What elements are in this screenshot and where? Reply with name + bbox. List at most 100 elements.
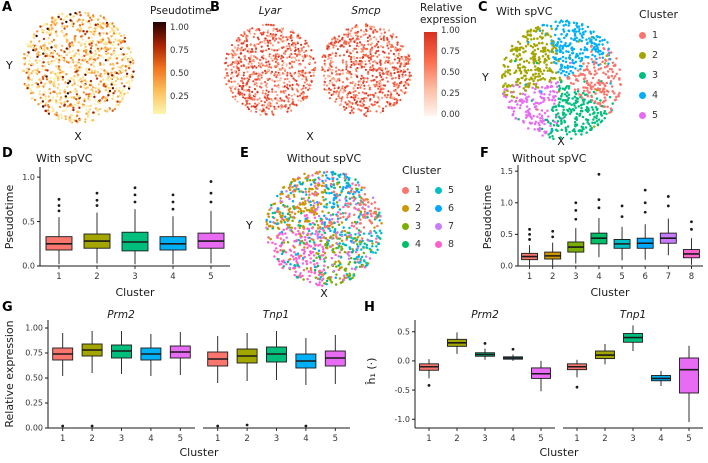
svg-text:5: 5 [686,434,691,444]
panel-d-x-axis-label: Cluster [115,286,155,299]
panel-b-expression-scatters [223,23,412,118]
cluster-label: 4 [415,238,422,250]
svg-text:7: 7 [666,272,671,282]
expression-legend-title-line2: expression [420,14,477,26]
svg-text:0.5: 0.5 [22,217,35,226]
svg-text:1.0: 1.0 [500,198,513,207]
legend-item: 6 [435,199,454,217]
cluster-color-dot [435,204,443,212]
svg-text:4: 4 [596,272,601,282]
svg-text:0.00: 0.00 [25,424,43,433]
panel-a-x-axis-label: X [74,130,82,143]
svg-text:5: 5 [619,272,624,282]
panel-d-y-axis-label: Pseudotime [3,184,16,250]
svg-text:4: 4 [170,272,175,282]
legend-item: 8 [435,235,454,253]
cluster-label: 6 [448,202,455,214]
pseudotime-legend-title: Pseudotime [150,5,212,17]
cluster-color-dot [639,111,646,119]
svg-text:-0.5: -0.5 [394,386,410,395]
cluster-label: 2 [652,49,659,61]
panel-h-y-axis-label: ĥ₁ (·) [365,357,378,385]
panel-f-label: F [480,146,489,161]
scatter-points [223,23,317,116]
svg-text:3: 3 [630,434,635,444]
cluster-label: 7 [448,220,455,232]
svg-text:0.0: 0.0 [22,262,35,271]
svg-text:1: 1 [426,434,431,444]
svg-text:4: 4 [148,434,153,444]
panel-c-cluster-scatter-with-spvc [500,19,622,140]
svg-text:0.0: 0.0 [500,262,513,271]
expression-colorbar [424,32,437,116]
svg-text:2: 2 [244,434,249,444]
svg-text:2: 2 [89,434,94,444]
cluster-color-dot [639,31,646,39]
expression-colorbar-tick: 0.75 [441,47,460,57]
cluster-color-dot [402,222,409,230]
svg-text:5: 5 [208,272,213,282]
svg-text:2: 2 [454,434,459,444]
svg-text:0.50: 0.50 [25,374,43,383]
svg-text:3: 3 [274,434,279,444]
svg-text:3: 3 [132,272,137,282]
legend-item: 5 [639,105,678,125]
cluster5-legend: Cluster 1 2 3 4 5 [639,8,678,125]
panel-c-x-axis-label: X [557,135,565,148]
panel-g-expression-boxplots: 0.00 0.25 0.50 0.75 1.00 1 2 3 4 5 1 2 3 4 5 [25,320,350,444]
svg-text:4: 4 [658,434,663,444]
svg-text:6: 6 [642,272,647,282]
panel-c-title: With spVC [496,5,553,18]
expression-colorbar-tick: 0.25 [441,89,460,99]
cluster-color-dot [435,222,443,230]
legend-item: 5 [435,181,454,199]
svg-text:3: 3 [573,272,578,282]
panel-h-facet-prm2: Prm2 [471,309,499,321]
svg-text:2: 2 [602,434,607,444]
expression-colorbar-tick: 1.00 [441,26,460,36]
svg-text:1: 1 [527,272,532,282]
panel-b-label: B [210,0,220,15]
svg-text:3: 3 [482,434,487,444]
panel-g-facet-tnp1: Tnp1 [262,309,290,321]
svg-text:1: 1 [574,434,579,444]
svg-text:5: 5 [333,434,338,444]
panel-e-y-axis-label: Y [246,219,253,232]
panel-c-y-axis-label: Y [482,71,489,84]
legend-item: 7 [435,217,454,235]
svg-text:2: 2 [94,272,99,282]
cluster-label: 1 [652,29,659,41]
boxplot: 0.00 0.25 0.50 0.75 1.00 1 2 3 4 5 1 2 3 4 5 [25,320,350,444]
panel-g-label: G [2,300,13,315]
cluster-label: 1 [415,184,422,196]
cluster-label: 2 [415,202,422,214]
svg-text:3: 3 [119,434,124,444]
gene-title-smcp: Smcp [351,5,381,17]
panel-b-x-axis-label: X [306,130,314,143]
cluster-color-dot [402,186,409,194]
panel-a-pseudotime-scatter [21,11,135,124]
cluster-label: 8 [448,238,455,250]
panel-e-x-axis-label: X [320,287,328,300]
scatter-points [321,23,412,118]
legend-item: 4 [639,85,678,105]
svg-text:-1.0: -1.0 [394,415,410,424]
scatter-points [265,170,383,287]
svg-text:1.0: 1.0 [22,173,35,182]
panel-f-x-axis-label: Cluster [590,286,630,299]
legend-item: 1 [639,25,678,45]
svg-text:0.5: 0.5 [397,327,410,336]
svg-text:1: 1 [60,434,65,444]
legend-item: 2 [639,45,678,65]
panel-h-x-axis-label: Cluster [539,446,579,459]
svg-text:1: 1 [56,272,61,282]
svg-text:0.5: 0.5 [500,230,513,239]
cluster-label: 5 [652,109,659,121]
panel-c-label: C [478,0,488,15]
panel-g-x-axis-label: Cluster [179,446,219,459]
cluster-color-dot [639,71,646,79]
svg-text:0.0: 0.0 [397,357,410,366]
legend-item: 3 [639,65,678,85]
svg-text:4: 4 [303,434,308,444]
